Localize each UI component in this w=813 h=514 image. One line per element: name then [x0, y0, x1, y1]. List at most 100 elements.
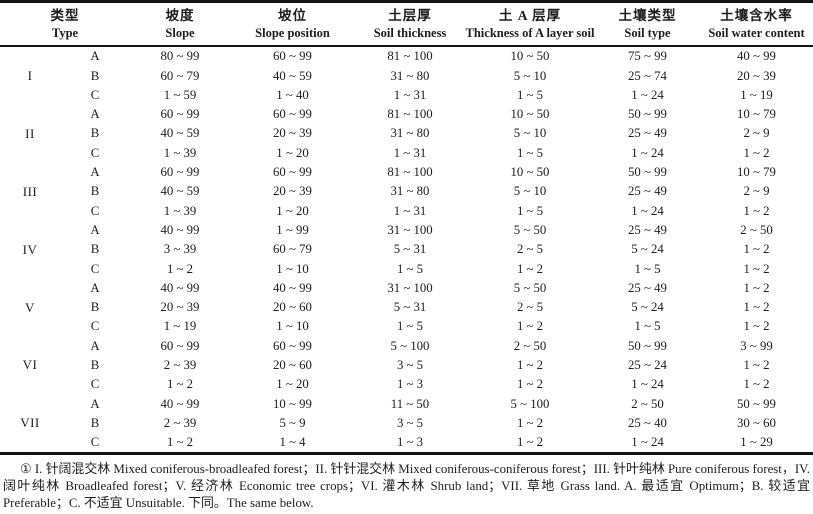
value-cell: 1 ~ 2	[743, 242, 770, 257]
grade-label: B	[90, 300, 100, 315]
value-cell: 5 ~ 31	[393, 300, 427, 315]
grade-label: C	[90, 261, 100, 276]
grade-label: A	[90, 222, 100, 237]
table-row: V A 40 ~ 99 40 ~ 99 31 ~ 100 5 ~ 50 25 ~ 49 1 ~…	[0, 279, 813, 315]
value-cell: 20 ~ 60	[273, 357, 312, 372]
type-group-label: III	[22, 183, 38, 199]
value-cell: 10 ~ 50	[510, 49, 550, 64]
value-cell: 10 ~ 99	[273, 396, 312, 411]
header-soil-type-en: Soil type	[624, 26, 671, 41]
type-group-label: II	[25, 125, 35, 141]
grade-label: A	[90, 49, 100, 64]
grade-label: B	[90, 68, 100, 83]
table-row: B 40 ~ 59 20 ~ 39 31 ~ 80 5 ~ 10 25 ~ 49 2 ~ 9	[0, 182, 813, 201]
header-a-layer-en: Thickness of A layer soil	[465, 26, 595, 41]
value-cell: 1 ~ 5	[516, 87, 544, 102]
value-cell: 1 ~ 19	[163, 319, 197, 334]
header-soil-thickness-zh: 土层厚	[388, 8, 432, 23]
type-group-label: VII	[20, 415, 40, 431]
value-cell: 1 ~ 5	[634, 319, 661, 334]
header-type-en: Type	[51, 26, 79, 41]
value-cell: 1 ~ 4	[279, 435, 306, 450]
value-cell: 40 ~ 99	[160, 396, 200, 411]
table-row: B 60 ~ 79 40 ~ 59 31 ~ 80 5 ~ 10 25 ~ 74 20 ~ …	[0, 66, 813, 85]
value-cell: 60 ~ 79	[273, 242, 312, 257]
value-cell: 1 ~ 31	[393, 87, 427, 102]
grade-label: A	[90, 165, 100, 180]
value-cell: 5 ~ 31	[393, 242, 427, 257]
table-row: IV A 40 ~ 99 1 ~ 99 31 ~ 100 5 ~ 50 25 ~ 49 2 ~…	[0, 221, 813, 257]
table-row: C 1 ~ 39 1 ~ 20 1 ~ 31 1 ~ 5 1 ~ 24 1 ~ 2	[0, 144, 813, 163]
value-cell: 5 ~ 100	[390, 338, 430, 353]
value-cell: 40 ~ 59	[160, 184, 200, 199]
grade-label: B	[90, 415, 100, 430]
value-cell: 1 ~ 24	[631, 203, 664, 218]
table-row: B 40 ~ 59 20 ~ 39 31 ~ 80 5 ~ 10 25 ~ 49 2 ~ 9	[0, 124, 813, 143]
value-cell: 2 ~ 50	[740, 222, 773, 237]
value-cell: 81 ~ 100	[387, 107, 433, 122]
grade-label: B	[90, 357, 100, 372]
value-cell: 5 ~ 100	[510, 396, 550, 411]
grade-label: C	[90, 203, 100, 218]
value-cell: 1 ~ 2	[166, 435, 194, 450]
header-soil-type: 土壤类型 Soil type	[595, 1, 700, 48]
value-cell: 5 ~ 9	[279, 415, 306, 430]
header-type-zh: 类型	[50, 8, 80, 23]
suitability-table: 类型 Type 坡度 Slope 坡位 Slope position 土层厚 S…	[0, 0, 813, 454]
header-soil-type-zh: 土壤类型	[618, 8, 677, 23]
table-row: B 2 ~ 39 20 ~ 60 3 ~ 5 1 ~ 2 25 ~ 24 1 ~ 2	[0, 356, 813, 375]
value-cell: 60 ~ 99	[273, 165, 312, 180]
value-cell: 2 ~ 9	[743, 184, 770, 199]
value-cell: 2 ~ 39	[163, 357, 197, 372]
value-cell: 2 ~ 9	[743, 126, 770, 141]
value-cell: 1 ~ 20	[276, 377, 309, 392]
grade-label: C	[90, 377, 100, 392]
header-slope-zh: 坡度	[165, 8, 195, 23]
value-cell: 1 ~ 2	[743, 319, 770, 334]
value-cell: 80 ~ 99	[160, 49, 200, 64]
value-cell: 40 ~ 99	[160, 222, 200, 237]
table-row: C 1 ~ 59 1 ~ 40 1 ~ 31 1 ~ 5 1 ~ 24 1 ~ 19	[0, 86, 813, 105]
value-cell: 31 ~ 100	[387, 222, 433, 237]
value-cell: 5 ~ 10	[513, 126, 547, 141]
value-cell: 1 ~ 2	[516, 261, 544, 276]
value-cell: 1 ~ 24	[631, 87, 664, 102]
grade-label: A	[90, 107, 100, 122]
value-cell: 1 ~ 2	[516, 435, 544, 450]
value-cell: 60 ~ 99	[273, 107, 312, 122]
table-row: C 1 ~ 2 1 ~ 10 1 ~ 5 1 ~ 2 1 ~ 5 1 ~ 2	[0, 259, 813, 278]
grade-label: A	[90, 396, 100, 411]
grade-label: C	[90, 145, 100, 160]
value-cell: 1 ~ 5	[516, 203, 544, 218]
value-cell: 1 ~ 2	[516, 319, 544, 334]
value-cell: 81 ~ 100	[387, 165, 433, 180]
value-cell: 1 ~ 2	[743, 300, 770, 315]
value-cell: 1 ~ 99	[276, 222, 309, 237]
value-cell: 2 ~ 39	[163, 415, 197, 430]
header-water-content: 土壤含水率 Soil water content	[700, 1, 813, 48]
value-cell: 75 ~ 99	[628, 49, 667, 64]
value-cell: 10 ~ 79	[737, 107, 776, 122]
value-cell: 20 ~ 39	[273, 184, 312, 199]
table-row: VII A 40 ~ 99 10 ~ 99 11 ~ 50 5 ~ 100 2 ~ 50 50…	[0, 394, 813, 431]
value-cell: 20 ~ 39	[273, 126, 312, 141]
value-cell: 31 ~ 80	[390, 184, 430, 199]
value-cell: 3 ~ 99	[740, 338, 773, 353]
header-slope-position-en: Slope position	[255, 26, 330, 41]
value-cell: 10 ~ 50	[510, 165, 550, 180]
table-row: B 20 ~ 39 20 ~ 60 5 ~ 31 2 ~ 5 5 ~ 24 1 ~ 2	[0, 298, 813, 317]
value-cell: 30 ~ 60	[737, 415, 776, 430]
value-cell: 5 ~ 24	[631, 242, 664, 257]
value-cell: 1 ~ 40	[276, 87, 309, 102]
value-cell: 20 ~ 60	[273, 300, 312, 315]
value-cell: 3 ~ 39	[163, 242, 197, 257]
value-cell: 2 ~ 50	[513, 338, 547, 353]
type-group-label: V	[25, 299, 35, 315]
value-cell: 50 ~ 99	[628, 107, 667, 122]
value-cell: 60 ~ 79	[160, 68, 200, 83]
value-cell: 1 ~ 2	[743, 203, 770, 218]
value-cell: 2 ~ 50	[631, 396, 664, 411]
value-cell: 1 ~ 31	[393, 145, 427, 160]
table-footnote: ① I. 针阔混交林 Mixed coniferous-broadleafed …	[3, 462, 810, 511]
